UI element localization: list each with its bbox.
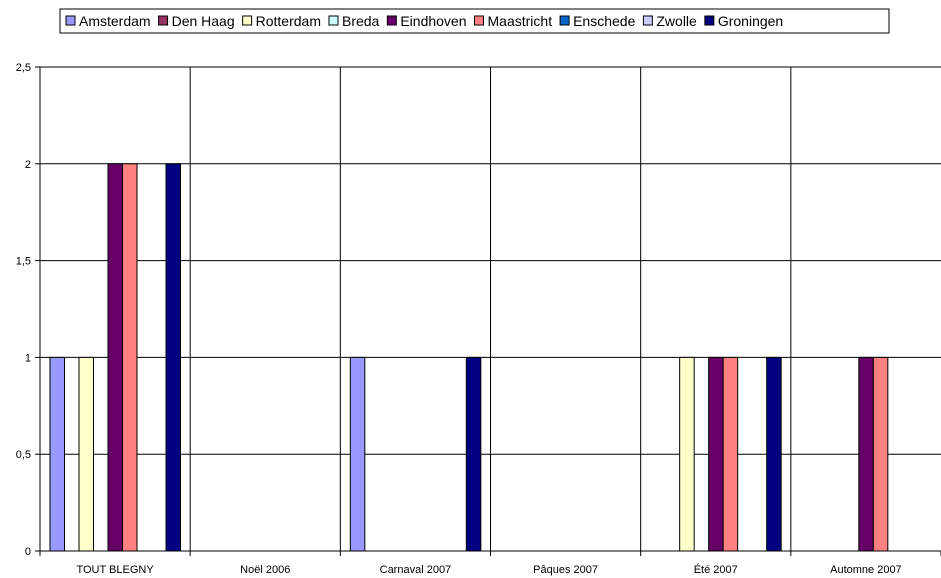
x-tick-label: TOUT BLEGNY	[76, 564, 154, 576]
bar	[766, 356, 782, 552]
legend-label: Rotterdam	[256, 13, 321, 29]
bar	[872, 356, 889, 552]
bar	[708, 356, 724, 552]
bar	[165, 163, 181, 552]
bar	[858, 356, 874, 552]
x-tick-label: Automne 2007	[830, 564, 902, 576]
bar	[722, 356, 739, 552]
x-tick-label: Été 2007	[694, 563, 738, 576]
y-tick-label: 0	[25, 546, 31, 558]
legend-swatch	[242, 15, 253, 26]
legend-label: Eindhoven	[400, 13, 466, 29]
legend-swatch	[642, 15, 653, 26]
bar	[349, 356, 366, 552]
y-tick-label: 1	[25, 352, 31, 364]
x-tick-label: Pâques 2007	[533, 564, 598, 576]
legend-label: Enschede	[573, 13, 635, 29]
legend-swatch	[474, 15, 485, 26]
legend: Amsterdam Den Haag Rotterdam Breda Eindhoven…	[59, 8, 890, 34]
bar	[465, 356, 482, 552]
legend-label: Amsterdam	[79, 13, 151, 29]
grid	[40, 66, 941, 551]
bar	[107, 163, 123, 552]
legend-swatch	[328, 15, 339, 26]
legend-swatch	[559, 15, 570, 26]
legend-label: Den Haag	[172, 13, 235, 29]
legend-swatch	[158, 15, 169, 26]
legend-label: Zwolle	[656, 13, 697, 29]
legend-swatch	[65, 15, 76, 26]
y-tick-label: 2	[25, 159, 31, 171]
legend-label: Maastricht	[488, 13, 553, 29]
x-tick-label: Carnaval 2007	[380, 564, 452, 576]
y-tick-label: 2,5	[16, 62, 31, 74]
legend-swatch	[386, 15, 397, 26]
legend-label: Groningen	[718, 13, 783, 29]
y-tick-labels: 0 0,5 1 1,5 2 2,5	[16, 62, 31, 558]
bars	[49, 163, 889, 552]
bar	[122, 163, 138, 552]
x-tick-labels: TOUT BLEGNY Noël 2006 Carnaval 2007 Pâques …	[76, 563, 901, 576]
legend-label: Breda	[342, 13, 380, 29]
bar	[49, 356, 65, 552]
bar	[78, 356, 94, 552]
y-tick-label: 0,5	[16, 449, 31, 461]
bar	[679, 356, 695, 552]
x-tick-label: Noël 2006	[240, 564, 290, 576]
axes	[35, 66, 941, 556]
y-tick-label: 1,5	[16, 256, 31, 268]
legend-swatch	[704, 15, 715, 26]
